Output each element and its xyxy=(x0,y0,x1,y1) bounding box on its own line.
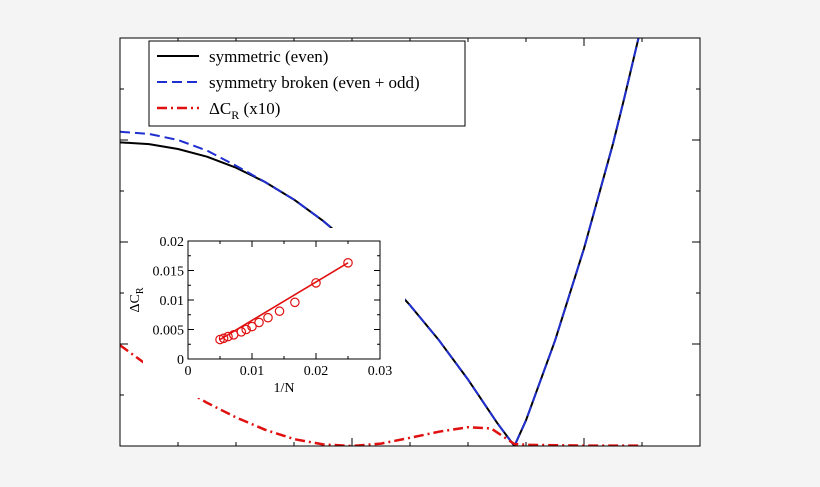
inset-y-axis-label: ΔCR xyxy=(128,287,146,312)
inset-data-point xyxy=(311,278,321,288)
inset-series-group xyxy=(215,258,353,345)
inset-data-point xyxy=(263,312,273,323)
inset-plot-frame xyxy=(187,240,381,360)
inset-data-point xyxy=(236,327,247,337)
inset-data-point xyxy=(343,258,353,268)
inset-x-tick-label: 0 xyxy=(185,364,192,379)
main-plot-frame xyxy=(119,37,701,447)
inset-x-tick-label: 0.03 xyxy=(368,364,393,379)
inset-x-tick-label: 0.02 xyxy=(304,364,329,379)
legend-label-delta: ΔCR (x10) xyxy=(209,99,280,122)
main-series-group xyxy=(120,38,642,446)
inset-data-point xyxy=(274,306,285,317)
inset-y-tick-label: 0.015 xyxy=(153,265,185,280)
main-series-broken-line xyxy=(120,38,640,446)
legend-label-broken: symmetry broken (even + odd) xyxy=(209,73,420,92)
main-axis-ticks xyxy=(120,38,700,446)
inset-data-point xyxy=(290,297,300,308)
inset-background xyxy=(143,228,405,398)
inset-data-point xyxy=(223,331,233,342)
inset-x-tick-label: 0.01 xyxy=(240,364,265,379)
inset-y-tick-label: 0 xyxy=(177,353,184,368)
inset-chart: 0 0.01 0.02 0.03 0 0.005 0.01 0.015 0.02 1/N ΔCR xyxy=(128,228,405,398)
inset-y-tick-label: 0.02 xyxy=(160,235,185,250)
main-series-delta-line xyxy=(120,344,642,446)
legend-box xyxy=(148,40,466,127)
inset-data-point xyxy=(247,321,257,332)
legend-label-symmetric: symmetric (even) xyxy=(209,47,328,66)
inset-x-axis-label: 1/N xyxy=(274,381,295,396)
inset-y-tick-label: 0.005 xyxy=(153,324,185,339)
inset-y-tick-label: 0.01 xyxy=(160,294,185,309)
inset-data-point xyxy=(254,317,264,328)
inset-fit-line xyxy=(219,262,349,341)
legend: symmetric (even) symmetry broken (even +… xyxy=(148,40,466,127)
inset-axis-ticks: 0 0.01 0.02 0.03 0 0.005 0.01 0.015 0.02 xyxy=(153,235,393,379)
inset-data-point xyxy=(218,333,229,344)
inset-data-point xyxy=(241,324,251,335)
